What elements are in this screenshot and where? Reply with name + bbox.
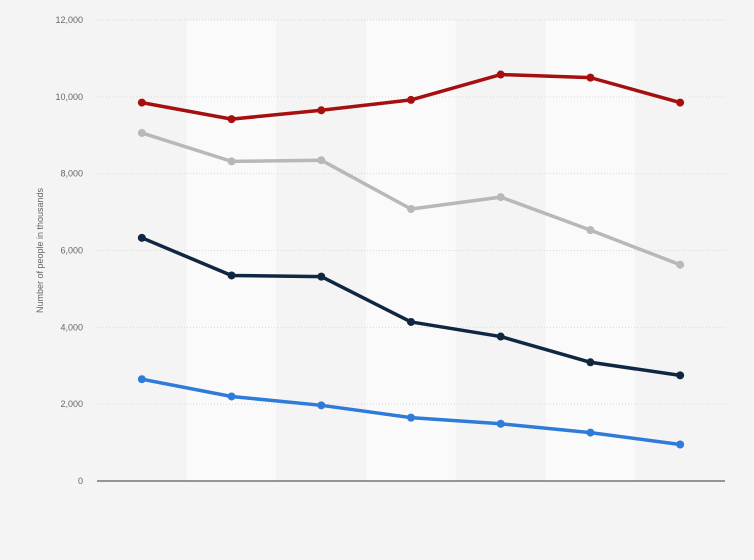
- data-point[interactable]: [586, 73, 595, 82]
- data-point[interactable]: [317, 272, 326, 281]
- data-point[interactable]: [137, 233, 146, 242]
- y-axis-ticks: 0 2,000 4,000 6,000 8,000 10,000 12,000: [55, 15, 83, 486]
- data-point[interactable]: [496, 70, 505, 79]
- y-tick-label: 8,000: [60, 169, 83, 179]
- y-tick-label: 10,000: [55, 92, 83, 102]
- y-tick-label: 0: [78, 476, 83, 486]
- data-point[interactable]: [586, 428, 595, 437]
- data-point[interactable]: [676, 371, 685, 380]
- data-point[interactable]: [317, 401, 326, 410]
- column-band: [545, 20, 636, 481]
- data-point[interactable]: [137, 128, 146, 137]
- series-1: [137, 70, 685, 124]
- data-point[interactable]: [407, 95, 415, 104]
- data-point[interactable]: [586, 358, 595, 367]
- data-point[interactable]: [317, 156, 326, 165]
- series-2: [137, 128, 685, 269]
- series-3: [137, 233, 685, 380]
- data-point[interactable]: [227, 392, 236, 401]
- y-axis-title: Number of people in thousands: [35, 187, 45, 313]
- data-point[interactable]: [496, 193, 505, 202]
- column-band: [635, 20, 725, 481]
- data-point[interactable]: [317, 106, 326, 115]
- data-point[interactable]: [407, 205, 415, 214]
- data-point[interactable]: [676, 260, 685, 269]
- data-point[interactable]: [676, 440, 685, 449]
- data-point[interactable]: [586, 226, 595, 235]
- data-point[interactable]: [676, 98, 685, 107]
- column-band: [455, 20, 546, 481]
- series-4: [137, 375, 685, 449]
- data-point[interactable]: [496, 332, 505, 341]
- data-point[interactable]: [137, 98, 146, 107]
- y-tick-label: 4,000: [60, 322, 83, 332]
- column-band: [186, 20, 277, 481]
- y-tick-label: 6,000: [60, 246, 83, 256]
- y-tick-label: 2,000: [60, 399, 83, 409]
- data-point[interactable]: [227, 271, 236, 280]
- data-point[interactable]: [227, 115, 236, 124]
- series-group: [137, 70, 685, 449]
- data-point[interactable]: [407, 317, 415, 326]
- data-point[interactable]: [137, 375, 146, 384]
- y-tick-label: 12,000: [55, 15, 83, 25]
- data-point[interactable]: [227, 157, 236, 166]
- data-point[interactable]: [496, 419, 505, 428]
- data-point[interactable]: [407, 413, 415, 422]
